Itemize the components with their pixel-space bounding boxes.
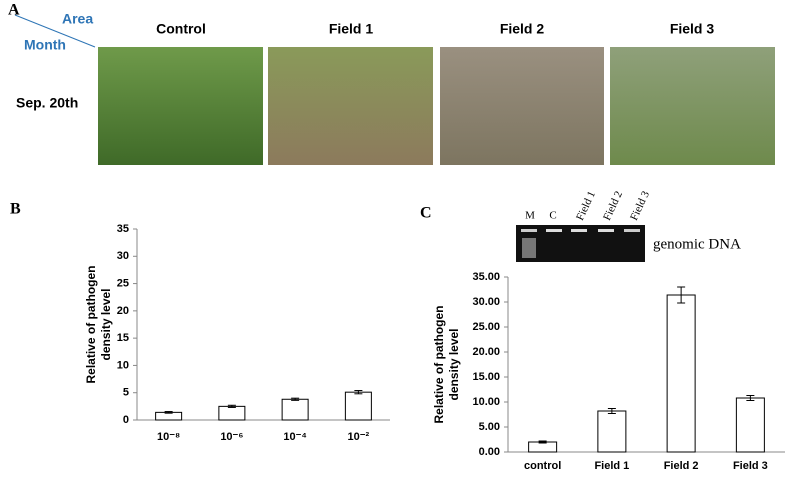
x-tick-label: 10⁻² — [348, 431, 370, 443]
x-tick-label: control — [524, 460, 561, 472]
x-tick-label: 10⁻⁴ — [283, 431, 306, 443]
y-tick-label: 35.00 — [472, 271, 500, 283]
header-divider — [14, 14, 96, 48]
gel-band — [598, 229, 614, 232]
x-tick-label: 10⁻⁸ — [157, 431, 180, 443]
bar — [218, 405, 246, 421]
field-photo — [98, 47, 263, 165]
y-axis-label: Relative of pathogen — [84, 265, 98, 383]
y-tick-label: 30 — [117, 250, 129, 262]
y-tick-label: 20 — [117, 305, 129, 317]
column-label: Field 1 — [329, 21, 374, 37]
gel-band — [624, 229, 640, 232]
y-tick-label: 10 — [117, 359, 129, 371]
y-tick-label: 35 — [117, 223, 129, 235]
column-header: Area — [62, 11, 93, 27]
gel-caption: genomic DNA — [653, 236, 741, 252]
field-photo — [268, 47, 433, 165]
gel-band — [571, 229, 587, 232]
gel-band — [521, 229, 537, 232]
row-header: Month — [24, 37, 66, 53]
gel-ladder — [522, 238, 536, 258]
y-tick-label: 5.00 — [479, 421, 500, 433]
column-label: Field 2 — [500, 21, 545, 37]
bar — [281, 398, 309, 421]
bar — [344, 391, 372, 421]
gel-lane-label: Field 2 — [601, 189, 625, 222]
panel-label: A — [8, 2, 20, 19]
y-tick-label: 15 — [117, 332, 129, 344]
x-tick-label: Field 3 — [733, 460, 768, 472]
field-photo — [440, 47, 604, 165]
bar — [735, 397, 765, 453]
x-tick-label: Field 1 — [594, 460, 629, 472]
gel-lane-label: C — [549, 210, 556, 222]
y-tick-label: 0 — [123, 414, 129, 426]
x-tick-label: 10⁻⁶ — [220, 431, 243, 443]
field-photo — [610, 47, 775, 165]
column-label: Control — [156, 21, 206, 37]
row-label: Sep. 20th — [16, 95, 78, 111]
panel-label: B — [10, 201, 21, 218]
y-axis-label: Relative of pathogen — [432, 305, 446, 423]
y-tick-label: 25 — [117, 277, 129, 289]
gel-band — [546, 229, 562, 232]
y-tick-label: 30.00 — [472, 296, 500, 308]
y-axis-label: density level — [99, 288, 113, 360]
gel-lane-label: Field 3 — [628, 189, 652, 222]
y-tick-label: 5 — [123, 387, 129, 399]
y-tick-label: 0.00 — [479, 446, 500, 458]
y-tick-label: 15.00 — [472, 371, 500, 383]
column-label: Field 3 — [670, 21, 715, 37]
panel-label: C — [420, 205, 432, 222]
x-tick-label: Field 2 — [664, 460, 699, 472]
y-tick-label: 25.00 — [472, 321, 500, 333]
y-tick-label: 10.00 — [472, 396, 500, 408]
y-axis-label: density level — [447, 328, 461, 400]
gel-lane-label: Field 1 — [574, 189, 598, 222]
bar — [666, 294, 696, 453]
y-tick-label: 20.00 — [472, 346, 500, 358]
gel-lane-label: M — [525, 210, 535, 222]
bar — [597, 410, 627, 453]
